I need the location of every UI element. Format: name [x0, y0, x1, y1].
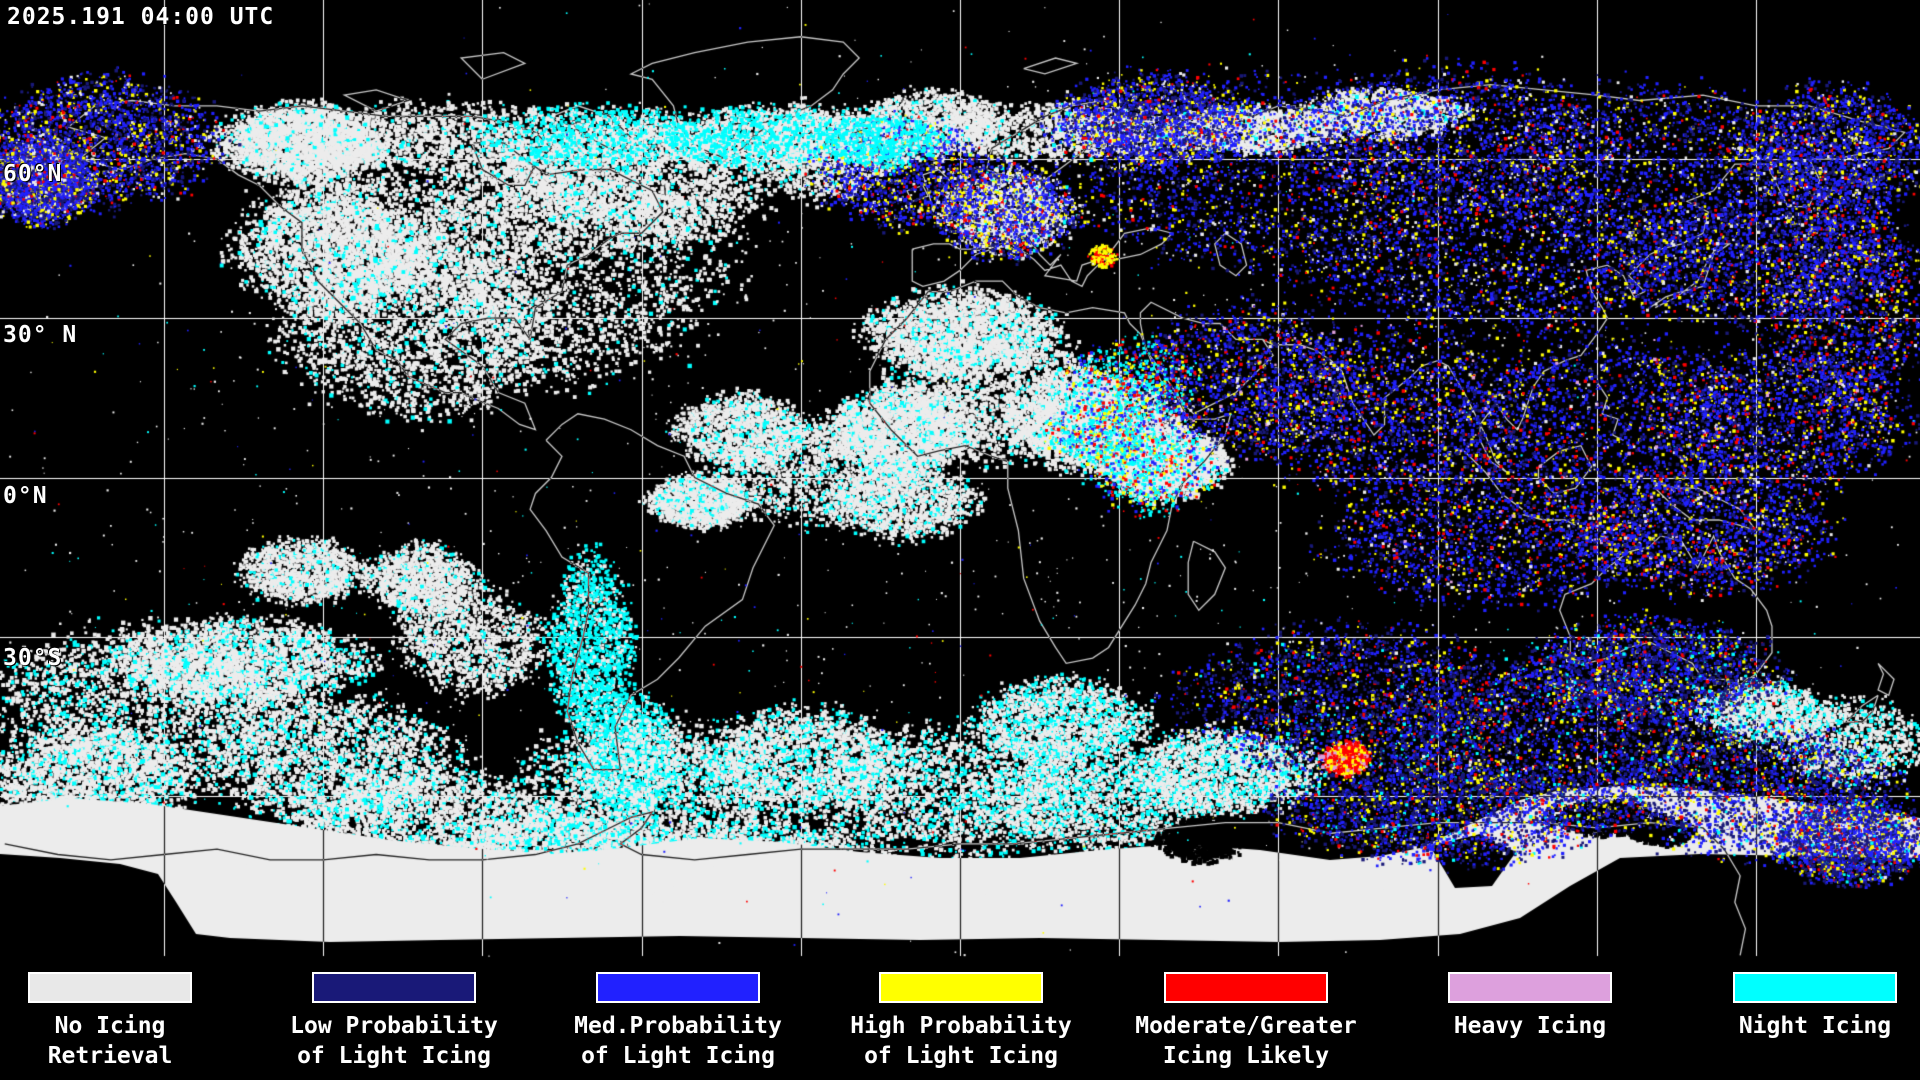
legend-swatch-moderate-greater	[1164, 972, 1328, 1003]
legend-label: Heavy Icing	[1453, 1013, 1607, 1039]
legend-label: High Probability	[850, 1013, 1072, 1039]
legend-item-moderate-greater: Moderate/Greater Icing Likely	[1103, 972, 1389, 1071]
legend-label: No Icing	[54, 1013, 166, 1039]
legend-label: Icing Likely	[1162, 1043, 1330, 1069]
legend-label: of Light Icing	[864, 1043, 1058, 1069]
latitude-label-60n: 60°N	[3, 161, 63, 187]
legend-item-heavy-icing: Heavy Icing	[1387, 972, 1673, 1041]
map-timestamp: 2025.191 04:00 UTC	[7, 4, 275, 30]
global-icing-map	[0, 0, 1920, 958]
legend-bar: No Icing Retrieval Low Probability of Li…	[0, 958, 1920, 1080]
legend-swatch-low-prob	[312, 972, 476, 1003]
legend-item-med-prob: Med.Probability of Light Icing	[535, 972, 821, 1071]
latitude-label-30s: 30°S	[3, 645, 63, 671]
legend-item-high-prob: High Probability of Light Icing	[818, 972, 1104, 1071]
legend-label: Night Icing	[1738, 1013, 1892, 1039]
legend-swatch-heavy-icing	[1448, 972, 1612, 1003]
legend-swatch-high-prob	[879, 972, 1043, 1003]
latitude-label-0n: 0°N	[3, 483, 48, 509]
legend-label: of Light Icing	[297, 1043, 491, 1069]
legend-label: Moderate/Greater	[1135, 1013, 1357, 1039]
legend-label: Low Probability	[290, 1013, 498, 1039]
latitude-label-30n: 30° N	[3, 322, 78, 348]
legend-item-low-prob: Low Probability of Light Icing	[251, 972, 537, 1071]
legend-swatch-night-icing	[1733, 972, 1897, 1003]
legend-swatch-med-prob	[596, 972, 760, 1003]
legend-swatch-no-icing-retrieval	[28, 972, 192, 1003]
legend-label: Retrieval	[47, 1043, 173, 1069]
legend-item-night-icing: Night Icing	[1672, 972, 1920, 1041]
legend-label: of Light Icing	[581, 1043, 775, 1069]
legend-label: Med.Probability	[574, 1013, 782, 1039]
legend-item-no-icing-retrieval: No Icing Retrieval	[0, 972, 253, 1071]
